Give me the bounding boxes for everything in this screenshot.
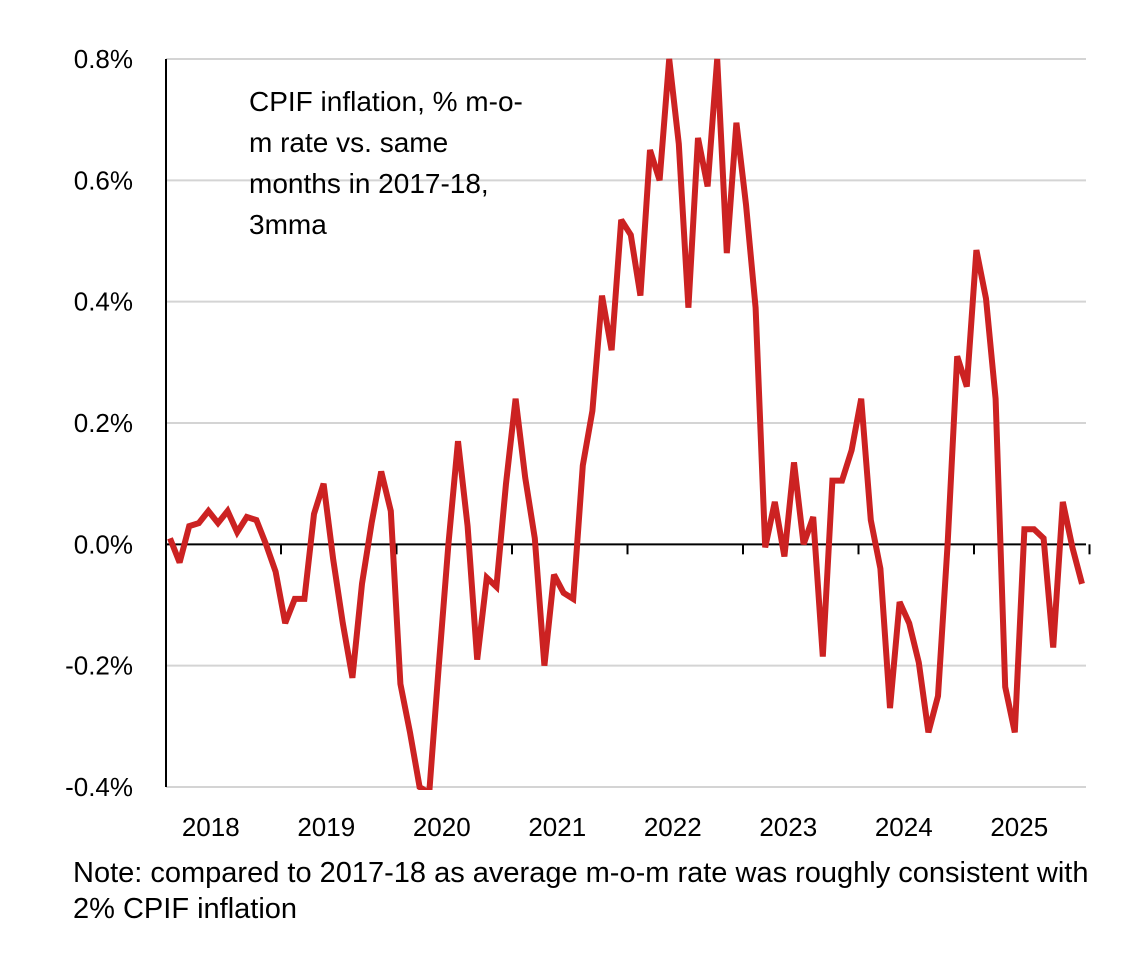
series-line xyxy=(167,58,1085,790)
x-tick-label: 2019 xyxy=(297,812,355,842)
y-tick-label: 0.2% xyxy=(74,408,133,438)
x-tick-label: 2024 xyxy=(875,812,933,842)
x-tick-label: 2022 xyxy=(644,812,702,842)
y-axis: -0.4% -0.2% 0.0% 0.2% 0.4% 0.6% 0.8% xyxy=(65,44,167,802)
x-axis: 2018 2019 2020 2021 2022 2023 2024 2025 xyxy=(166,543,1091,842)
chart-title-line: m rate vs. same xyxy=(249,127,448,158)
chart-title-line: CPIF inflation, % m-o- xyxy=(249,86,523,117)
y-tick-label: 0.0% xyxy=(74,529,133,559)
chart-note: Note: compared to 2017-18 as average m-o… xyxy=(73,857,1089,925)
chart-title-line: 3mma xyxy=(249,209,327,240)
y-tick-label: 0.6% xyxy=(74,165,133,195)
line-chart: -0.4%-0.2%0.0%0.2%0.4%0.6%0.8% 2018 2019 2… xyxy=(65,44,1091,842)
y-tick-label: -0.2% xyxy=(65,651,133,681)
series-layer xyxy=(167,58,1085,790)
y-tick-label: -0.4% xyxy=(65,772,133,802)
y-tick-label: 0.8% xyxy=(74,44,133,74)
x-tick-label: 2021 xyxy=(528,812,586,842)
chart-title-line: months in 2017-18, xyxy=(249,168,489,199)
gridlines xyxy=(166,58,1086,788)
x-tick-label: 2025 xyxy=(990,812,1048,842)
chart-title: CPIF inflation, % m-o-m rate vs. same mon… xyxy=(249,86,523,240)
x-tick-label: 2018 xyxy=(182,812,240,842)
x-tick-label: 2020 xyxy=(413,812,471,842)
x-tick-label: 2023 xyxy=(759,812,817,842)
y-tick-label: 0.4% xyxy=(74,287,133,317)
